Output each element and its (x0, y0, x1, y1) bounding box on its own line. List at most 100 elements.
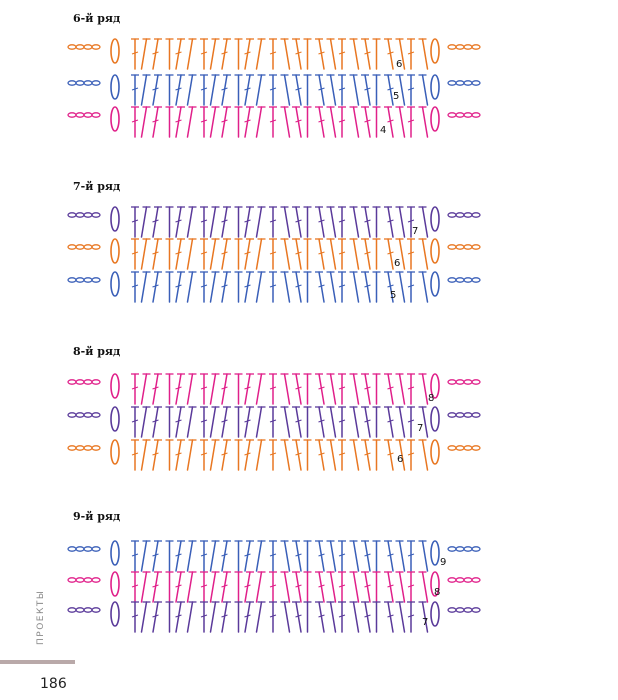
row-8-num-mid: 7 (417, 423, 423, 434)
stitch-post (398, 571, 406, 603)
stitch-bar (364, 251, 371, 255)
stitch-bar (295, 452, 302, 456)
stitch-post (255, 238, 263, 270)
stitch-post (255, 206, 263, 238)
stitch-post (318, 271, 325, 303)
stitch-post (318, 439, 325, 471)
stitch-post (186, 238, 194, 270)
stitch-bar (387, 419, 394, 423)
chain-stitch (447, 112, 457, 118)
stitch-post (398, 238, 406, 270)
stitch-bar (175, 51, 182, 55)
stitch-post (352, 38, 360, 70)
stitch-bar (152, 119, 159, 123)
stitch-post (318, 38, 325, 70)
chain-stitch (91, 277, 101, 283)
stitch-post (209, 439, 217, 471)
stitch-post (364, 373, 371, 405)
stitch-post (140, 271, 148, 303)
stitch-bar (387, 386, 394, 390)
stitch-bar (295, 584, 302, 588)
stitch-post (140, 206, 148, 238)
stitch-post (209, 271, 217, 303)
row-9-diagram: 9 8 7 (60, 535, 500, 685)
stitch-post (244, 271, 251, 303)
stitch-bar (175, 251, 182, 255)
stitch-post (152, 74, 159, 106)
row-9-layer-mid (67, 571, 481, 603)
row-9-chart-svg: 9 8 7 (67, 540, 481, 633)
stitch-bar (131, 452, 139, 456)
chain-stitch (471, 277, 481, 283)
chain-stitch (463, 80, 473, 86)
stitch-bar (221, 219, 228, 223)
stitch-post (364, 106, 371, 138)
stitch-post (421, 601, 429, 633)
stitch-post (329, 439, 337, 471)
stitch-bar (407, 284, 415, 288)
stitch-bar (364, 419, 371, 423)
stitch-post (398, 373, 406, 405)
stitch-bar (131, 284, 139, 288)
stitch-bar (152, 584, 159, 588)
stitch-post (244, 206, 251, 238)
stitch-bar (200, 553, 208, 557)
stitch-bar (131, 219, 139, 223)
stitch-post (152, 238, 159, 270)
stitch-bar (364, 87, 371, 91)
stitch-post (175, 238, 182, 270)
chain-stitch (75, 112, 85, 118)
stitch-bar (318, 614, 325, 618)
stitch-bar (244, 251, 251, 255)
row-6-layer-mid (67, 74, 481, 106)
stitch-post (140, 601, 148, 633)
chain-stitch (471, 546, 481, 552)
chain-stitch (447, 244, 457, 250)
chain-stitch (455, 44, 465, 50)
chain-stitch (91, 412, 101, 418)
stitch-post (318, 106, 325, 138)
stitch-bar (295, 284, 302, 288)
stitch-post (387, 406, 394, 438)
chain-stitch (471, 445, 481, 451)
row-8-label: 8-й ряд (73, 345, 121, 358)
stitch-post (209, 238, 217, 270)
stitch-bar (407, 419, 415, 423)
stitch-post (186, 38, 194, 70)
stitch-post (398, 439, 406, 471)
stitch-bar (269, 584, 277, 588)
stitch-post (421, 106, 429, 138)
stitch-post (398, 106, 406, 138)
stitch-bar (387, 251, 394, 255)
stitch-post (209, 106, 217, 138)
stitch-post (318, 571, 325, 603)
row-9-label: 9-й ряд (73, 510, 121, 523)
chain-stitch (463, 112, 473, 118)
stitch-bar (221, 51, 228, 55)
stitch-bar (244, 419, 251, 423)
chain-stitch (83, 577, 93, 583)
chain-stitch (83, 277, 93, 283)
stitch-post (283, 38, 291, 70)
stitch-post (283, 206, 291, 238)
chain-stitch (463, 212, 473, 218)
stitch-bar (407, 51, 415, 55)
stitch-post (364, 571, 371, 603)
stitch-post (255, 601, 263, 633)
stitch-bar (318, 452, 325, 456)
stitch-bar (387, 219, 394, 223)
chain-stitch (75, 445, 85, 451)
stitch-bar (364, 553, 371, 557)
stitch-post (283, 540, 291, 572)
stitch-bar (244, 452, 251, 456)
stitch-bar (175, 87, 182, 91)
stitch-bar (338, 284, 346, 288)
stitch-bar (131, 553, 139, 557)
chain-stitch (463, 379, 473, 385)
stitch-post (255, 540, 263, 572)
stitch-post (209, 540, 217, 572)
stitch-bar (318, 51, 325, 55)
stitch-bar (338, 614, 346, 618)
chain-stitch (83, 212, 93, 218)
stitch-bar (318, 284, 325, 288)
